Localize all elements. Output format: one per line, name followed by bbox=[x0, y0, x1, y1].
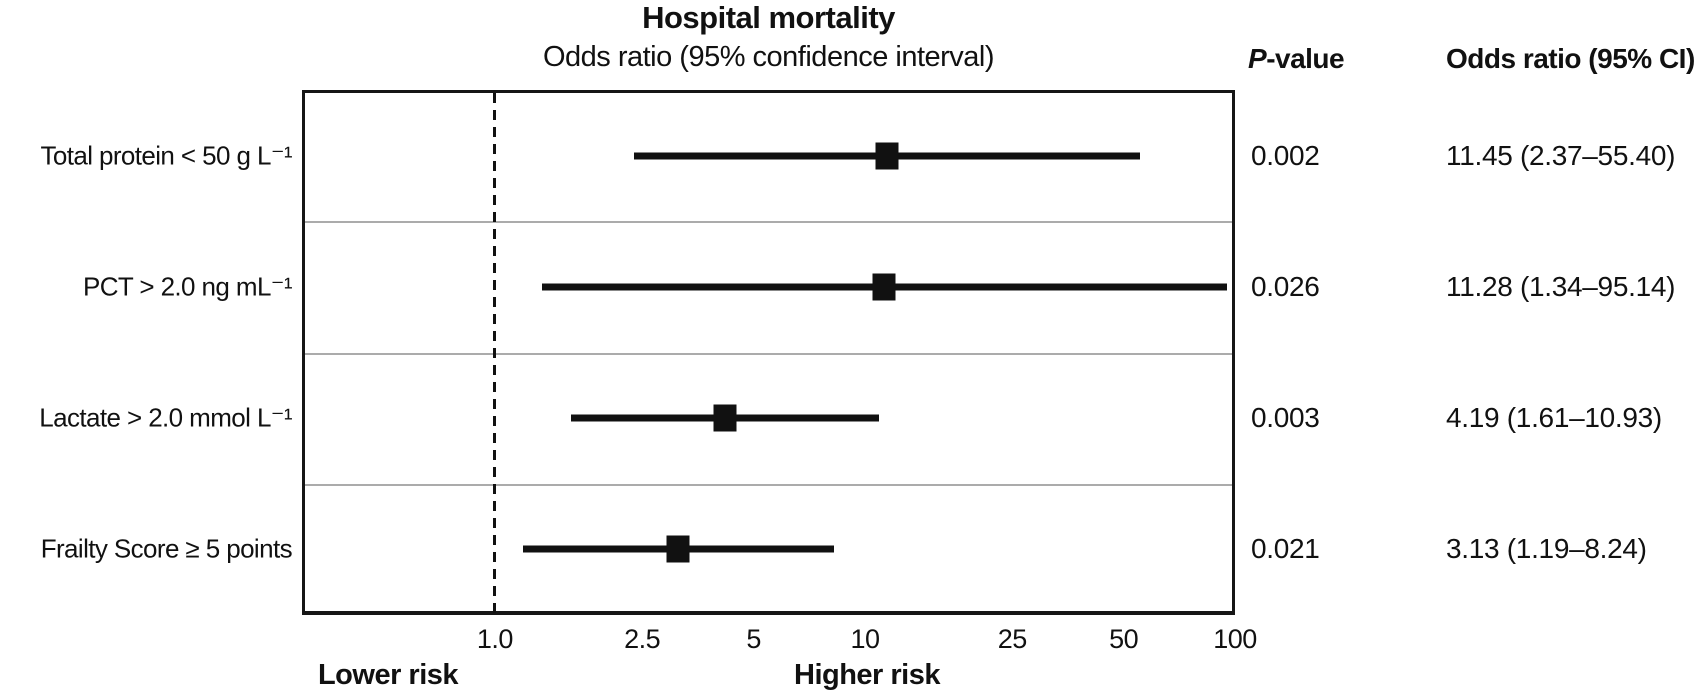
x-tick-label: 5 bbox=[746, 624, 761, 654]
row-label-frailty-score: Frailty Score ≥ 5 points bbox=[40, 533, 293, 564]
or-ci-frailty-score: 3.13 (1.19–8.24) bbox=[1446, 533, 1647, 564]
p-value-header-italic-p: P bbox=[1248, 43, 1267, 74]
plot-area bbox=[302, 90, 1235, 615]
x-tick-label: 10 bbox=[850, 624, 880, 654]
p-value-frailty-score: 0.021 bbox=[1251, 533, 1320, 564]
p-value-header-rest: -value bbox=[1266, 43, 1345, 74]
row-label-pct: PCT > 2.0 ng mL⁻¹ bbox=[83, 271, 293, 302]
row-label-lactate: Lactate > 2.0 mmol L⁻¹ bbox=[39, 402, 292, 433]
x-tick-label: 25 bbox=[997, 624, 1028, 654]
odds-ratio-column-header: Odds ratio (95% CI) bbox=[1446, 43, 1695, 74]
p-value-column-header: P-value bbox=[1248, 43, 1345, 75]
row-label-total-protein: Total protein < 50 g L⁻¹ bbox=[40, 140, 292, 171]
or-ci-pct: 11.28 (1.34–95.14) bbox=[1446, 271, 1676, 302]
chart-subtitle: Odds ratio (95% confidence interval) bbox=[542, 41, 995, 73]
lower-risk-label: Lower risk bbox=[317, 659, 459, 691]
p-value-lactate: 0.003 bbox=[1251, 402, 1320, 433]
x-tick-label: 2.5 bbox=[624, 624, 661, 654]
chart-title: Hospital mortality bbox=[642, 0, 895, 35]
or-ci-lactate: 4.19 (1.61–10.93) bbox=[1446, 402, 1662, 433]
higher-risk-label: Higher risk bbox=[794, 659, 941, 691]
x-tick-label: 1.0 bbox=[476, 624, 514, 654]
x-tick-label: 50 bbox=[1109, 624, 1139, 654]
p-value-total-protein: 0.002 bbox=[1251, 140, 1320, 171]
x-tick-label: 100 bbox=[1213, 624, 1257, 654]
p-value-pct: 0.026 bbox=[1251, 271, 1320, 302]
or-ci-total-protein: 11.45 (2.37–55.40) bbox=[1446, 140, 1676, 171]
